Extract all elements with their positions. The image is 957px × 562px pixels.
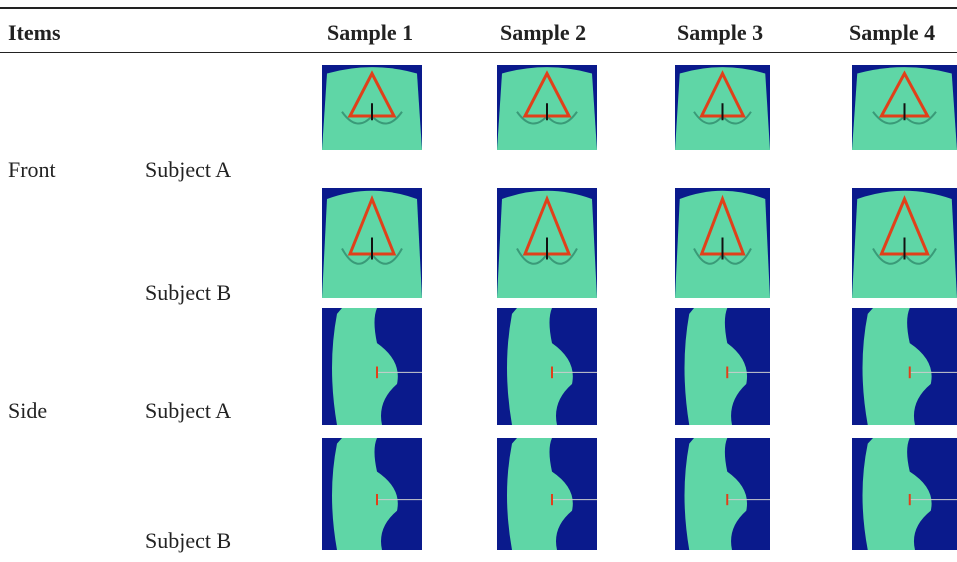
side-scan-image	[497, 308, 597, 425]
front-scan-image	[497, 188, 597, 298]
side-scan-image	[852, 438, 957, 550]
front-scan-image	[852, 65, 957, 150]
subject-label: Subject A	[145, 400, 231, 422]
group-label: Front	[8, 159, 56, 181]
header-sample: Sample 4	[849, 22, 935, 44]
front-scan-image	[852, 188, 957, 298]
subject-label: Subject A	[145, 159, 231, 181]
side-scan-image	[322, 438, 422, 550]
header-sample: Sample 3	[677, 22, 763, 44]
header-sample: Sample 2	[500, 22, 586, 44]
header-rule	[0, 52, 957, 53]
side-scan-image	[675, 308, 770, 425]
side-scan-image	[675, 438, 770, 550]
header-items: Items	[8, 22, 61, 44]
side-scan-image	[852, 308, 957, 425]
subject-label: Subject B	[145, 282, 231, 304]
front-scan-image	[322, 188, 422, 298]
header-sample: Sample 1	[327, 22, 413, 44]
front-scan-image	[322, 65, 422, 150]
side-scan-image	[497, 438, 597, 550]
front-scan-image	[675, 65, 770, 150]
subject-label: Subject B	[145, 530, 231, 552]
side-scan-image	[322, 308, 422, 425]
group-label: Side	[8, 400, 47, 422]
front-scan-image	[497, 65, 597, 150]
table-figure: Items Sample 1 Sample 2 Sample 3 Sample 4 Fr…	[0, 0, 957, 562]
top-rule	[0, 7, 957, 9]
front-scan-image	[675, 188, 770, 298]
